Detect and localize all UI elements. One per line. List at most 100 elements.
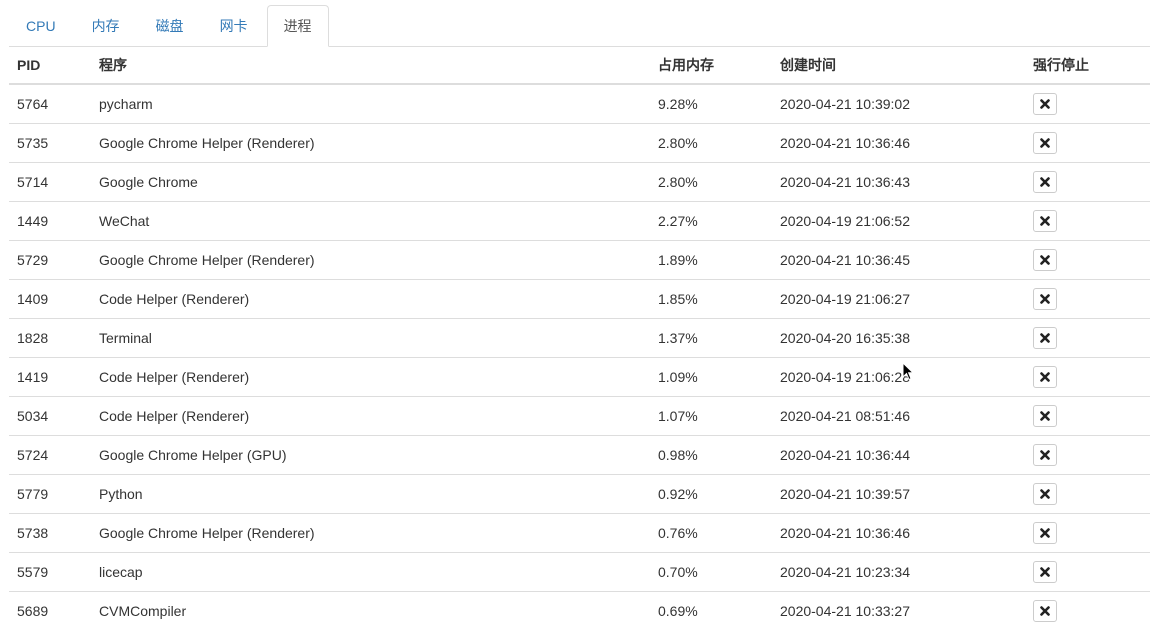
close-icon — [1040, 176, 1050, 187]
memory-cell: 0.92% — [650, 473, 772, 513]
created-time-cell: 2020-04-19 21:06:27 — [772, 278, 1025, 318]
pid-cell: 5579 — [9, 551, 91, 591]
kill-process-button[interactable] — [1033, 131, 1057, 154]
program-cell: Google Chrome Helper (Renderer) — [91, 512, 650, 552]
kill-cell — [1025, 161, 1150, 201]
pid-cell: 5034 — [9, 395, 91, 435]
program-cell: pycharm — [99, 95, 153, 112]
table-row: 5779 Python 0.92% 2020-04-21 10:39:57 — [9, 473, 1150, 513]
program-cell: Code Helper (Renderer) — [91, 278, 650, 318]
kill-cell — [1025, 84, 1150, 123]
created-time-cell: 2020-04-21 10:36:46 — [772, 122, 1025, 162]
memory-cell: 0.98% — [650, 434, 772, 474]
pid-cell: 5689 — [9, 590, 91, 630]
pid-cell: 5735 — [9, 122, 91, 162]
created-time-cell: 2020-04-21 10:36:43 — [772, 161, 1025, 201]
created-time-cell: 2020-04-19 21:06:28 — [772, 356, 1025, 396]
memory-cell: 2.80% — [650, 122, 772, 162]
kill-cell — [1025, 200, 1150, 240]
kill-process-button[interactable] — [1033, 521, 1057, 544]
kill-cell — [1025, 278, 1150, 318]
close-icon — [1040, 215, 1050, 226]
memory-cell: 0.70% — [650, 551, 772, 591]
memory-cell: 1.09% — [650, 356, 772, 396]
tab-cpu[interactable]: CPU — [26, 18, 56, 34]
column-header-kill: 强行停止 — [1025, 47, 1150, 85]
table-row: 1409 Code Helper (Renderer) 1.85% 2020-04-1… — [9, 278, 1150, 318]
memory-cell: 1.85% — [650, 278, 772, 318]
pid-cell: 5729 — [9, 239, 91, 279]
program-cell: WeChat — [91, 200, 650, 240]
created-time-cell: 2020-04-19 21:06:52 — [772, 200, 1025, 240]
kill-process-button[interactable] — [1033, 326, 1057, 349]
pid-cell: 5724 — [9, 434, 91, 474]
close-icon — [1040, 566, 1050, 577]
pid-cell: 5779 — [9, 473, 91, 513]
kill-process-button[interactable] — [1033, 443, 1057, 466]
kill-process-button[interactable] — [1033, 404, 1057, 427]
kill-cell — [1025, 356, 1150, 396]
created-time-cell: 2020-04-21 10:36:46 — [772, 512, 1025, 552]
column-header-program: 程序 — [91, 47, 650, 85]
tab-bar: CPU 内存 磁盘 网卡 进程 — [9, 5, 1150, 47]
program-cell: Code Helper (Renderer) — [91, 395, 650, 435]
kill-process-button[interactable] — [1033, 482, 1057, 505]
process-panel: CPU 内存 磁盘 网卡 进程 PID 程序 占用内存 创建时间 强行停止 57… — [9, 5, 1150, 630]
program-cell: Google Chrome — [91, 161, 650, 201]
kill-process-button[interactable] — [1033, 248, 1057, 271]
table-row: 5738 Google Chrome Helper (Renderer) 0.76%… — [9, 512, 1150, 552]
memory-cell: 1.07% — [650, 395, 772, 435]
table-row: 5729 Google Chrome Helper (Renderer) 1.89%… — [9, 239, 1150, 279]
close-icon — [1040, 410, 1050, 421]
kill-cell — [1025, 317, 1150, 357]
kill-process-button[interactable] — [1033, 365, 1057, 388]
kill-cell — [1025, 512, 1150, 552]
memory-cell: 0.69% — [650, 590, 772, 630]
kill-process-button[interactable] — [1033, 209, 1057, 232]
table-row: 5034 Code Helper (Renderer) 1.07% 2020-04-2… — [9, 395, 1150, 435]
table-row: 5689 CVMCompiler 0.69% 2020-04-21 10:33:27 — [9, 590, 1150, 630]
close-icon — [1040, 98, 1050, 109]
process-table: PID 程序 占用内存 创建时间 强行停止 5764 pycharm 9.28% 20… — [9, 47, 1150, 630]
pid-cell: 5764 — [17, 95, 49, 112]
memory-cell: 0.76% — [650, 512, 772, 552]
kill-cell — [1025, 551, 1150, 591]
column-header-pid: PID — [9, 47, 91, 85]
kill-process-button[interactable] — [1033, 560, 1057, 583]
program-cell: Google Chrome Helper (Renderer) — [91, 122, 650, 162]
kill-process-button[interactable] — [1033, 170, 1057, 193]
column-header-memory: 占用内存 — [650, 47, 772, 85]
pid-cell: 5738 — [9, 512, 91, 552]
created-time-cell: 2020-04-21 10:23:34 — [772, 551, 1025, 591]
tab-disk[interactable]: 磁盘 — [155, 18, 184, 34]
program-cell: Terminal — [91, 317, 650, 357]
program-cell: Google Chrome Helper (Renderer) — [91, 239, 650, 279]
tab-process[interactable]: 进程 — [266, 5, 329, 47]
created-time-cell: 2020-04-21 10:33:27 — [772, 590, 1025, 630]
close-icon — [1040, 449, 1050, 460]
close-icon — [1040, 371, 1050, 382]
pid-cell: 1449 — [9, 200, 91, 240]
kill-cell — [1025, 239, 1150, 279]
kill-process-button[interactable] — [1033, 92, 1057, 115]
created-time-cell: 2020-04-21 10:39:02 — [780, 95, 910, 112]
tab-memory[interactable]: 内存 — [91, 18, 120, 34]
created-time-cell: 2020-04-21 10:39:57 — [772, 473, 1025, 513]
created-time-cell: 2020-04-20 16:35:38 — [772, 317, 1025, 357]
table-row: 1828 Terminal 1.37% 2020-04-20 16:35:38 — [9, 317, 1150, 357]
created-time-cell: 2020-04-21 08:51:46 — [772, 395, 1025, 435]
memory-cell: 1.89% — [650, 239, 772, 279]
kill-process-button[interactable] — [1033, 287, 1057, 310]
tab-network[interactable]: 网卡 — [219, 18, 248, 34]
pid-cell: 1828 — [9, 317, 91, 357]
kill-cell — [1025, 122, 1150, 162]
kill-process-button[interactable] — [1033, 599, 1057, 622]
kill-cell — [1025, 395, 1150, 435]
close-icon — [1040, 293, 1050, 304]
pid-cell: 1409 — [9, 278, 91, 318]
close-icon — [1040, 605, 1050, 616]
close-icon — [1040, 488, 1050, 499]
memory-cell: 2.27% — [650, 200, 772, 240]
program-cell: licecap — [91, 551, 650, 591]
program-cell: Google Chrome Helper (GPU) — [91, 434, 650, 474]
